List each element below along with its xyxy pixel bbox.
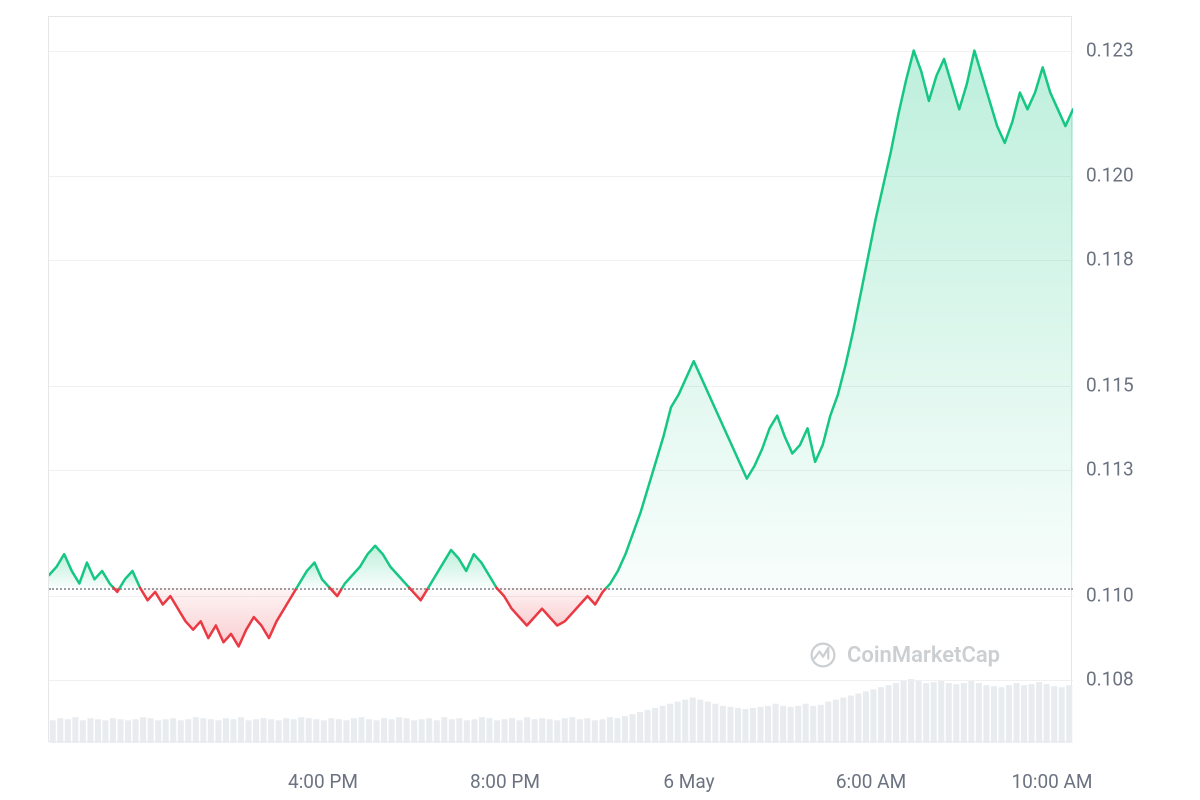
y-axis-label: 0.108 xyxy=(1086,668,1134,691)
y-axis-label: 0.110 xyxy=(1086,584,1134,607)
y-axis-label: 0.118 xyxy=(1086,248,1134,271)
x-axis-label: 10:00 AM xyxy=(1011,770,1092,793)
price-line xyxy=(49,17,1073,743)
price-chart[interactable]: CoinMarketCap xyxy=(48,16,1072,742)
watermark-text: CoinMarketCap xyxy=(847,643,1000,668)
y-axis-label: 0.120 xyxy=(1086,164,1134,187)
x-axis-label: 6:00 AM xyxy=(836,770,906,793)
y-axis-label: 0.115 xyxy=(1086,374,1134,397)
plot-area: CoinMarketCap xyxy=(49,17,1073,743)
coinmarketcap-logo-icon xyxy=(809,641,837,669)
x-axis-label: 4:00 PM xyxy=(288,770,358,793)
y-axis-label: 0.123 xyxy=(1086,38,1134,61)
x-axis-label: 8:00 PM xyxy=(470,770,540,793)
y-axis-label: 0.113 xyxy=(1086,458,1134,481)
x-axis-label: 6 May xyxy=(663,770,714,793)
watermark: CoinMarketCap xyxy=(809,641,1000,669)
